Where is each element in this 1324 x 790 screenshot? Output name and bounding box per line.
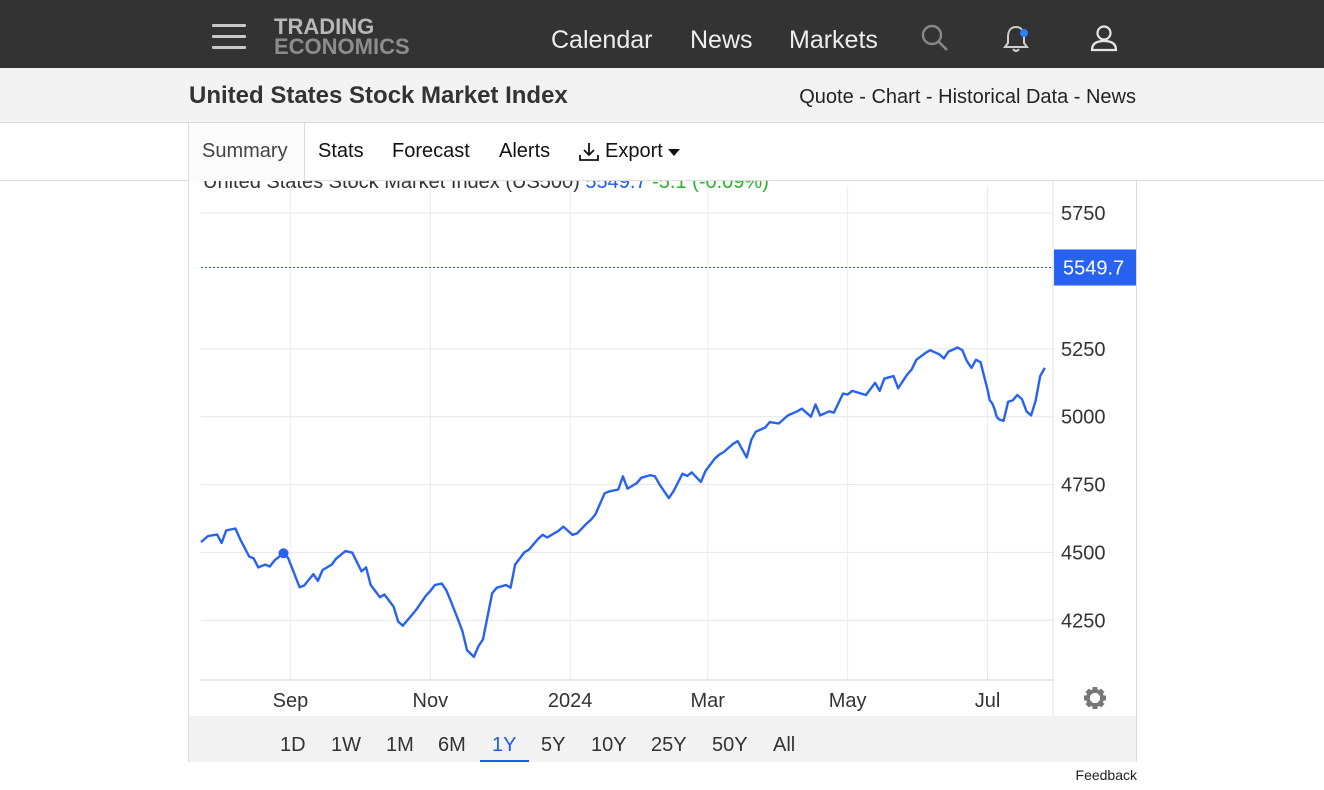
y-tick-label: 4250 [1061, 610, 1106, 632]
last-value-badge [1054, 249, 1136, 286]
y-tick-label: 5000 [1061, 407, 1106, 429]
range-5y[interactable]: 5Y [541, 734, 566, 756]
caret-down-icon [667, 148, 680, 156]
tab-forecast[interactable]: Forecast [392, 140, 470, 162]
x-tick-label: 2024 [548, 690, 593, 712]
tab-alerts[interactable]: Alerts [499, 140, 551, 162]
y-tick-label: 4750 [1061, 475, 1106, 497]
range-1y[interactable]: 1Y [492, 734, 517, 756]
last-value-label: 5549.7 [1063, 258, 1124, 280]
series-marker [278, 548, 289, 559]
tab-bar: Summary Stats Forecast Alerts Export [0, 123, 1324, 181]
trading-economics-logo[interactable]: TRADING ECONOMICS [274, 14, 410, 59]
subnav-historical-data[interactable]: Historical Data [938, 86, 1069, 108]
search-icon[interactable] [918, 22, 950, 54]
range-50y[interactable]: 50Y [712, 734, 748, 756]
active-tab-box [188, 123, 305, 181]
range-1m[interactable]: 1M [386, 734, 414, 756]
page-header: United States Stock Market Index Quote -… [0, 68, 1324, 123]
export-label: Export [605, 140, 663, 162]
x-tick-label: Nov [413, 690, 449, 712]
top-navbar: TRADING ECONOMICS Calendar News Markets [0, 0, 1324, 68]
x-tick-label: Sep [273, 690, 309, 712]
nav-markets[interactable]: Markets [789, 26, 878, 54]
legend-series-name: United States Stock Market Index (US500) [203, 181, 580, 193]
separator: - [1068, 86, 1086, 108]
range-1d[interactable]: 1D [280, 734, 306, 756]
tab-summary[interactable]: Summary [202, 140, 288, 162]
chart-legend: United States Stock Market Index (US500)… [203, 181, 769, 194]
tab-stats[interactable]: Stats [318, 140, 364, 162]
range-all[interactable]: All [773, 734, 796, 756]
sub-navigation: Quote - Chart - Historical Data - News [799, 86, 1136, 109]
range-10y[interactable]: 10Y [591, 734, 627, 756]
nav-news[interactable]: News [690, 26, 753, 54]
subnav-quote[interactable]: Quote [799, 86, 854, 108]
x-tick-label: Jul [975, 690, 1001, 712]
menu-icon[interactable] [212, 24, 246, 50]
separator: - [853, 86, 872, 108]
subnav-news[interactable]: News [1085, 86, 1136, 108]
tab-export[interactable]: Export [578, 140, 681, 163]
y-tick-label: 4500 [1061, 542, 1106, 564]
price-chart[interactable]: 4250 4500 4750 5000 5250 5750 Sep Nov 2024 Mar May… [189, 181, 1137, 716]
range-6m[interactable]: 6M [438, 734, 466, 756]
range-25y[interactable]: 25Y [651, 734, 687, 756]
range-1w[interactable]: 1W [331, 734, 361, 756]
x-tick-label: Mar [691, 690, 726, 712]
subnav-chart[interactable]: Chart [871, 86, 921, 108]
y-tick-label: 5250 [1061, 339, 1106, 361]
x-tick-label: May [829, 690, 867, 712]
separator: - [920, 86, 939, 108]
legend-value: 5549.7 [585, 181, 647, 193]
gear-icon[interactable] [1084, 687, 1106, 709]
series-line-us500 [200, 346, 1046, 659]
nav-calendar[interactable]: Calendar [551, 26, 653, 54]
feedback-link[interactable]: Feedback [1075, 767, 1137, 783]
chart-area: United States Stock Market Index (US500)… [188, 181, 1137, 716]
range-selector: 1D 1W 1M 6M 1Y 5Y 10Y 25Y 50Y All [188, 716, 1137, 762]
active-range-indicator [480, 760, 529, 762]
user-icon[interactable] [1088, 22, 1120, 54]
legend-change: -5.1 (-0.09%) [652, 181, 769, 193]
y-tick-label: 5750 [1061, 203, 1106, 225]
bell-icon[interactable] [1000, 22, 1032, 54]
download-icon [579, 142, 599, 161]
page-title: United States Stock Market Index [189, 82, 568, 109]
